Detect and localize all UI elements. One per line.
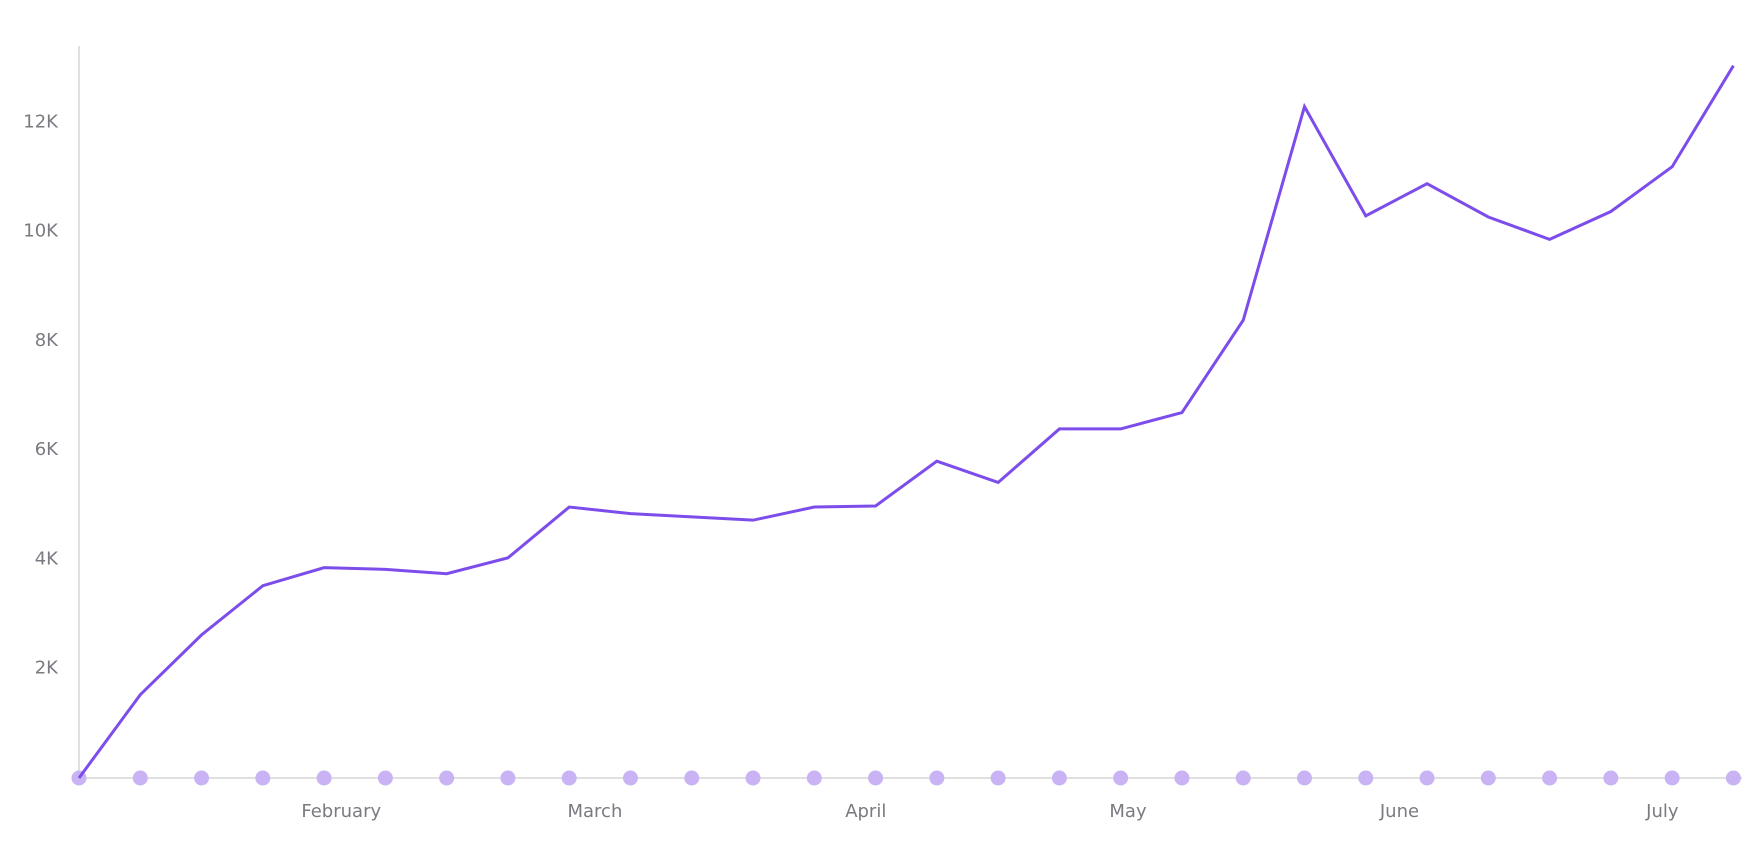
point-marker: [1358, 770, 1374, 786]
y-tick-label: 4K: [35, 548, 59, 569]
x-tick-label: February: [301, 801, 381, 822]
point-marker: [439, 770, 455, 786]
point-marker: [316, 770, 332, 786]
y-tick-label: 12K: [23, 111, 59, 132]
point-marker: [1113, 770, 1129, 786]
y-tick-label: 8K: [35, 330, 59, 351]
y-tick-label: 2K: [35, 658, 59, 679]
point-marker: [806, 770, 822, 786]
point-marker: [684, 770, 700, 786]
point-marker: [1603, 770, 1619, 786]
point-marker: [745, 770, 761, 786]
point-marker: [1725, 770, 1741, 786]
point-marker: [1664, 770, 1680, 786]
x-tick-label: June: [1379, 801, 1419, 822]
x-tick-label: April: [845, 801, 886, 822]
x-tick-label: July: [1645, 801, 1679, 822]
point-marker: [1419, 770, 1435, 786]
y-tick-label: 6K: [35, 439, 59, 460]
point-marker: [622, 770, 638, 786]
point-marker: [1296, 770, 1312, 786]
point-marker: [1174, 770, 1190, 786]
x-tick-label: May: [1109, 801, 1147, 822]
point-marker: [929, 770, 945, 786]
point-marker: [1480, 770, 1496, 786]
point-marker: [255, 770, 271, 786]
point-marker: [132, 770, 148, 786]
point-marker: [194, 770, 210, 786]
x-tick-label: March: [567, 801, 622, 822]
point-marker: [1051, 770, 1067, 786]
point-marker: [377, 770, 393, 786]
point-marker: [1542, 770, 1558, 786]
point-marker: [990, 770, 1006, 786]
point-marker: [561, 770, 577, 786]
point-marker: [500, 770, 516, 786]
point-marker: [868, 770, 884, 786]
y-tick-label: 10K: [23, 221, 59, 242]
line: [77, 64, 1735, 779]
point-marker: [1235, 770, 1251, 786]
